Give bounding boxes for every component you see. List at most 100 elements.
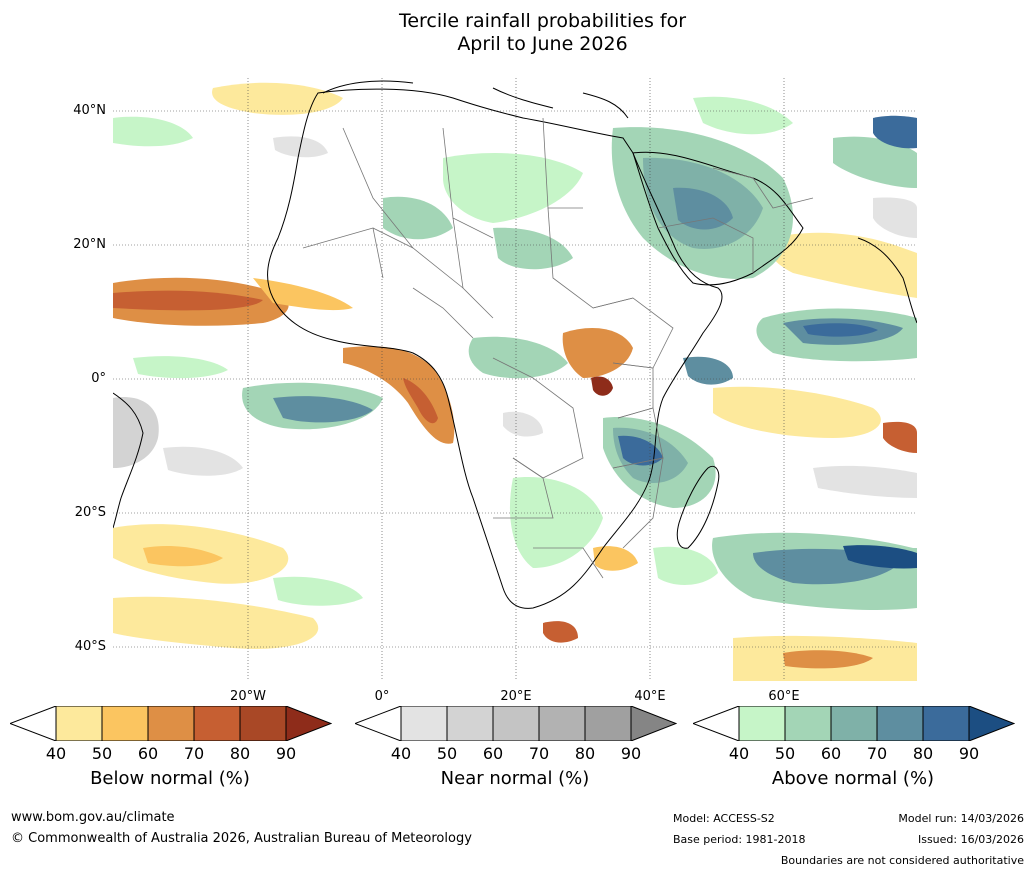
near-normal-swatch-40	[400, 706, 448, 741]
above-normal-min-triangle	[693, 706, 740, 741]
rainfall-probability-map	[113, 78, 917, 681]
below-normal-atlantic-core	[113, 290, 263, 311]
near-normal-swatch-60	[492, 706, 540, 741]
above-normal-areas	[113, 96, 917, 610]
above-normal-south-indian-inner	[843, 545, 917, 569]
near-normal-tick-50: 50	[436, 744, 458, 763]
below-normal-tick-40: 40	[45, 744, 67, 763]
above-normal-title: Above normal (%)	[771, 768, 935, 789]
border-saudi	[657, 217, 754, 273]
above-normal-max-triangle	[968, 706, 1015, 741]
near-normal-swatch-70	[538, 706, 586, 741]
below-normal-east-indian-core	[883, 421, 917, 453]
near-normal-west-atlantic	[113, 397, 159, 468]
lon-label-20w: 20°W	[230, 689, 266, 704]
near-normal-arabia-east	[873, 197, 917, 238]
colorbar-near-normal	[355, 706, 677, 741]
boundaries-disclaimer: Boundaries are not considered authoritat…	[780, 854, 1024, 867]
issued-date: Issued: 16/03/2026	[917, 833, 1024, 846]
india-coastline	[857, 237, 917, 324]
below-normal-madagascar-sea	[593, 546, 638, 571]
near-normal-tick-70: 70	[528, 744, 550, 763]
above-normal-swatch-40	[738, 706, 786, 741]
below-normal-swatch-50	[101, 706, 149, 741]
copyright-text: © Commonwealth of Australia 2026, Austra…	[11, 831, 472, 846]
near-normal-tick-80: 80	[574, 744, 596, 763]
below-normal-min-triangle	[10, 706, 57, 741]
below-normal-swatch-60	[147, 706, 195, 741]
base-period: Base period: 1981-2018	[673, 833, 806, 846]
below-normal-lake-victoria	[591, 376, 613, 396]
near-normal-title: Near normal (%)	[440, 768, 590, 789]
border-algeria	[342, 127, 414, 249]
above-normal-northeast-corner	[873, 115, 917, 149]
africa-coastline	[267, 88, 723, 609]
above-normal-tick-90: 90	[958, 744, 980, 763]
madagascar-coastline	[676, 465, 720, 549]
map-title: Tercile rainfall probabilities for April…	[0, 10, 1035, 56]
lon-label-20e: 20°E	[500, 689, 532, 704]
near-normal-swatch-50	[446, 706, 494, 741]
above-normal-indian-east	[683, 356, 733, 385]
below-normal-tick-50: 50	[91, 744, 113, 763]
below-normal-swatch-80	[239, 706, 287, 741]
above-normal-swatch-80	[922, 706, 970, 741]
below-normal-cape-patch	[543, 621, 578, 643]
border-mozambique	[612, 457, 664, 549]
border-south-africa	[533, 547, 604, 579]
lat-label-20s: 20°S	[74, 505, 106, 520]
below-normal-southwest	[113, 596, 319, 649]
above-normal-tick-80: 80	[912, 744, 934, 763]
near-normal-central-africa	[503, 411, 543, 437]
below-normal-arabian-sea	[769, 232, 917, 298]
title-line-2: April to June 2026	[457, 33, 628, 55]
above-normal-middle-east	[693, 96, 793, 135]
near-normal-areas	[113, 136, 917, 533]
lon-label-40e: 40°E	[634, 689, 666, 704]
near-normal-tick-90: 90	[620, 744, 642, 763]
near-normal-min-triangle	[355, 706, 402, 741]
above-normal-sahara-b	[383, 196, 453, 240]
near-normal-tick-40: 40	[390, 744, 412, 763]
map-canvas	[113, 78, 917, 681]
near-normal-central-atlantic	[163, 446, 243, 476]
above-normal-tick-50: 50	[774, 744, 796, 763]
above-normal-tick-60: 60	[820, 744, 842, 763]
below-normal-swatch-70	[193, 706, 241, 741]
lon-label-60e: 60°E	[768, 689, 800, 704]
country-borders	[302, 117, 814, 579]
above-normal-sahara	[443, 153, 583, 223]
south-america-coastline	[113, 392, 144, 529]
above-normal-arabian-sea-inner	[803, 323, 878, 337]
graticule	[113, 78, 917, 681]
below-normal-swatch-40	[55, 706, 103, 741]
below-normal-west-africa	[253, 278, 353, 311]
border-niger	[372, 227, 464, 289]
border-mali	[302, 227, 384, 279]
below-normal-tick-60: 60	[137, 744, 159, 763]
colorbar-below-normal	[10, 706, 332, 741]
above-normal-east-africa-inner	[618, 435, 663, 466]
coastlines	[113, 80, 917, 609]
below-normal-max-triangle	[285, 706, 332, 741]
below-normal-tick-70: 70	[183, 744, 205, 763]
below-normal-tick-90: 90	[275, 744, 297, 763]
colorbar-below-normal-swatches	[10, 706, 332, 741]
website-link[interactable]: www.bom.gov.au/climate	[11, 810, 175, 825]
colorbar-above-normal	[693, 706, 1015, 741]
lat-label-20n: 20°N	[73, 237, 106, 252]
below-normal-north-africa	[212, 82, 343, 115]
near-normal-indian-ocean	[813, 465, 917, 498]
lat-label-0: 0°	[91, 371, 106, 386]
lat-label-40n: 40°N	[73, 103, 106, 118]
title-line-1: Tercile rainfall probabilities for	[398, 10, 687, 32]
border-nigeria	[412, 287, 474, 339]
above-normal-north-atlantic	[113, 116, 193, 147]
below-normal-title: Below normal (%)	[90, 768, 250, 789]
near-normal-swatch-80	[584, 706, 632, 741]
colorbar-near-normal-swatches	[355, 706, 677, 741]
above-normal-mid-atlantic	[133, 356, 228, 379]
below-normal-east-africa-hotspot	[562, 328, 633, 378]
above-normal-southern-africa	[509, 477, 603, 568]
above-normal-south-west-ocean	[273, 576, 363, 606]
